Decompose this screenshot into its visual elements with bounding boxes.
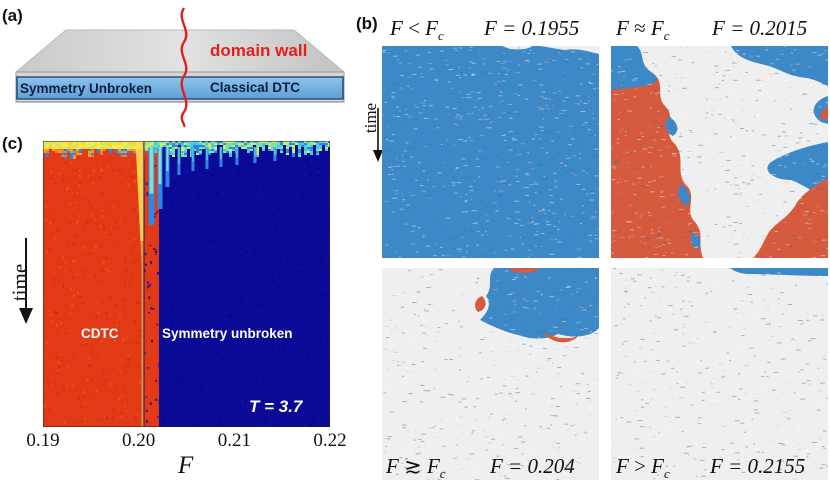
- x-tick-label: 0.20: [122, 430, 156, 451]
- x-tick-label: 0.22: [313, 430, 347, 451]
- panel-c-x-ticks: 0.19 0.20 0.21 0.22: [0, 430, 360, 456]
- sp2-value: F = 0.2015: [712, 16, 808, 40]
- sp4-value: F = 0.2155: [710, 454, 806, 478]
- snapshot-blue-shrinking-domain: [480, 268, 599, 339]
- panel-a-left-region: Symmetry Unbroken: [20, 81, 152, 96]
- panel-c-x-axis-label: F: [178, 452, 194, 479]
- panel-a-label: (a): [2, 6, 23, 25]
- x-tick-label: 0.21: [217, 430, 251, 451]
- sp3-condition: F ≳ Fc: [386, 454, 446, 482]
- panel-a-slab-diagram: Symmetry Unbroken Classical DTC domain w…: [14, 7, 346, 128]
- panel-c-heatmap: CDTC Symmetry unbroken T = 3.7: [43, 141, 330, 427]
- panel-b-snapshot-near-critical: [611, 46, 828, 258]
- snapshot-blue-right-domain: [731, 46, 828, 86]
- panel-b-snapshot-below-critical: [382, 46, 599, 258]
- panel-c-label: (c): [2, 134, 23, 153]
- panel-b-label: (b): [356, 14, 378, 33]
- panel-a-wall-label: domain wall: [210, 41, 307, 60]
- slab-region-band: [16, 76, 344, 100]
- panel-b-snapshot-above-critical: [611, 268, 828, 480]
- panel-c-time-arrow: [19, 238, 33, 324]
- sp4-condition: F > Fc: [616, 454, 670, 482]
- sp2-condition: F ≈ Fc: [616, 16, 670, 44]
- sp3-value: F = 0.204: [490, 454, 575, 478]
- panel-b-snapshot-slightly-above-critical: [382, 268, 599, 480]
- heatmap-unbroken-region: [159, 141, 330, 427]
- x-tick-label: 0.19: [26, 430, 60, 451]
- snapshot-red-left-domain: [611, 46, 703, 258]
- panel-b-time-arrow: [373, 108, 383, 162]
- heatmap-boundary-fingers: [135, 141, 277, 427]
- sp1-condition: F < Fc: [390, 16, 444, 44]
- panel-c-right-region: Symmetry unbroken: [162, 326, 293, 341]
- sp1-value: F = 0.1955: [484, 16, 580, 40]
- heatmap-noise: [43, 161, 330, 427]
- snapshot-red-right-domain: [753, 178, 828, 258]
- panel-c-left-region: CDTC: [81, 326, 119, 341]
- domain-wall-line: [180, 7, 188, 128]
- panel-c-temperature: T = 3.7: [249, 397, 304, 416]
- panel-a-right-region: Classical DTC: [210, 80, 300, 95]
